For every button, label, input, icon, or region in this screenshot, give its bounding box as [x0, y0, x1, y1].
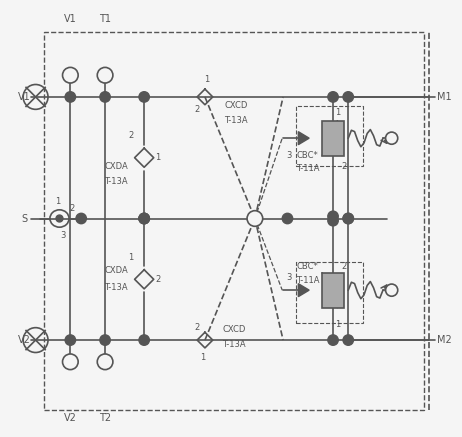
Circle shape [100, 335, 110, 345]
Circle shape [282, 213, 292, 224]
Text: 2: 2 [195, 323, 200, 332]
Text: CXCD: CXCD [225, 101, 248, 110]
Circle shape [139, 335, 149, 345]
Circle shape [328, 211, 338, 222]
Text: 1: 1 [55, 197, 60, 206]
Text: T-13A: T-13A [104, 284, 128, 292]
Text: CXDA: CXDA [104, 266, 128, 275]
Text: M1: M1 [437, 92, 452, 102]
Circle shape [62, 67, 78, 83]
Text: V2: V2 [64, 413, 77, 423]
Polygon shape [298, 284, 309, 297]
Bar [44, 32, 424, 409]
Text: V1: V1 [18, 92, 31, 102]
Text: V1: V1 [64, 14, 77, 24]
Text: CBC*: CBC* [296, 262, 318, 271]
Circle shape [65, 92, 76, 102]
Circle shape [97, 67, 113, 83]
Circle shape [328, 335, 338, 345]
Text: 2: 2 [342, 262, 347, 271]
Bar [296, 262, 364, 323]
Text: 3: 3 [286, 273, 292, 281]
Text: 1: 1 [155, 153, 160, 162]
Text: M2: M2 [437, 335, 452, 345]
Text: 2: 2 [195, 105, 200, 114]
Text: 3: 3 [286, 151, 292, 160]
Text: 1: 1 [335, 320, 340, 329]
Bar [296, 106, 364, 166]
Text: 2: 2 [69, 205, 74, 213]
Text: S: S [22, 214, 28, 223]
Circle shape [62, 354, 78, 370]
Text: T1: T1 [99, 14, 111, 24]
Circle shape [386, 284, 398, 296]
Text: 3: 3 [60, 231, 66, 240]
Bar [322, 273, 344, 308]
Text: T-11A: T-11A [296, 164, 320, 173]
Text: 2: 2 [155, 275, 160, 284]
Circle shape [328, 92, 338, 102]
Circle shape [100, 92, 110, 102]
Text: 1: 1 [335, 108, 340, 117]
Circle shape [386, 132, 398, 144]
Text: T-13A: T-13A [222, 340, 246, 349]
Text: 2: 2 [128, 132, 134, 141]
Text: 1: 1 [205, 75, 210, 84]
Text: 2: 2 [342, 162, 347, 171]
Circle shape [343, 213, 353, 224]
Text: 1: 1 [128, 253, 134, 262]
Circle shape [343, 335, 353, 345]
Text: T2: T2 [99, 413, 111, 423]
Text: T-13A: T-13A [225, 116, 248, 125]
Circle shape [76, 213, 86, 224]
Circle shape [343, 213, 353, 224]
Text: 1: 1 [200, 353, 206, 362]
Circle shape [343, 92, 353, 102]
Circle shape [139, 213, 149, 224]
Text: T-11A: T-11A [296, 276, 320, 285]
Circle shape [65, 335, 76, 345]
Circle shape [139, 213, 149, 224]
Circle shape [247, 211, 263, 226]
Circle shape [97, 354, 113, 370]
Text: CBC*: CBC* [296, 151, 318, 160]
Polygon shape [298, 132, 309, 145]
Circle shape [328, 215, 338, 226]
Text: T-13A: T-13A [104, 177, 128, 186]
Circle shape [56, 215, 63, 222]
Text: V2: V2 [18, 335, 31, 345]
Circle shape [139, 213, 149, 224]
Text: CXCD: CXCD [222, 325, 246, 334]
Text: CXDA: CXDA [104, 162, 128, 171]
Circle shape [139, 92, 149, 102]
Bar [322, 121, 344, 156]
